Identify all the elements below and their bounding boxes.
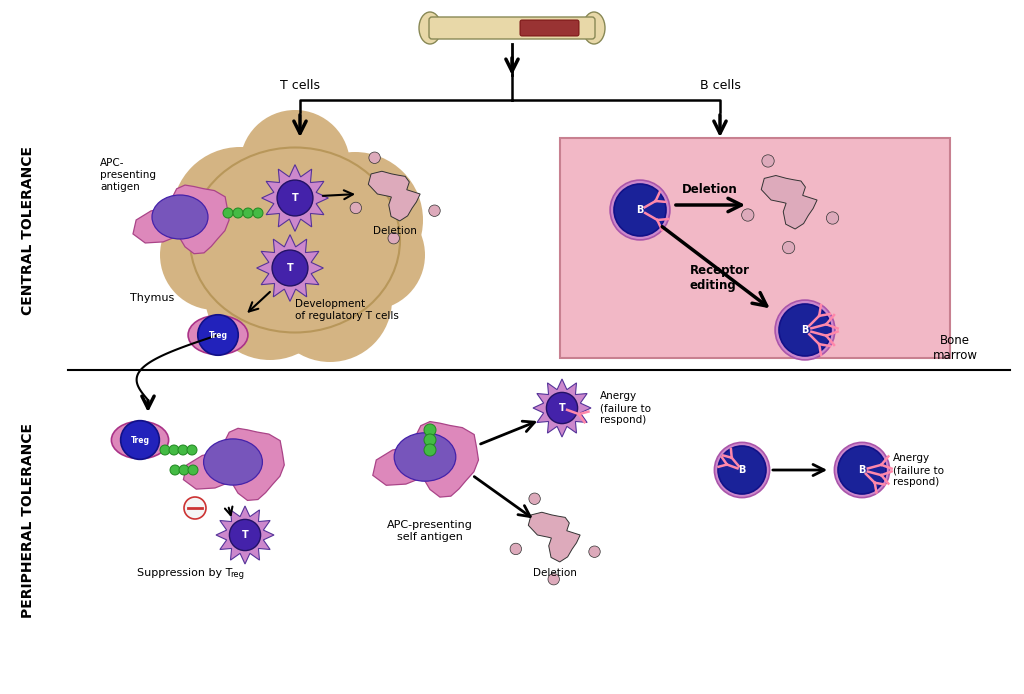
Circle shape: [718, 446, 766, 494]
Text: B: B: [738, 465, 745, 475]
Circle shape: [350, 202, 361, 214]
Circle shape: [528, 493, 541, 505]
Circle shape: [741, 209, 754, 221]
Ellipse shape: [112, 421, 169, 459]
Circle shape: [826, 212, 839, 224]
Text: CENTRAL TOLERANCE: CENTRAL TOLERANCE: [22, 146, 35, 314]
Polygon shape: [216, 506, 274, 564]
Ellipse shape: [775, 300, 835, 360]
Circle shape: [243, 208, 253, 218]
Circle shape: [240, 110, 350, 220]
Ellipse shape: [394, 433, 456, 481]
Circle shape: [172, 147, 308, 283]
Ellipse shape: [152, 195, 208, 239]
Ellipse shape: [188, 316, 248, 355]
Text: Thymus: Thymus: [130, 293, 174, 303]
Polygon shape: [262, 164, 329, 231]
Circle shape: [121, 421, 160, 459]
Circle shape: [184, 497, 206, 519]
Circle shape: [424, 444, 436, 456]
Circle shape: [160, 200, 270, 310]
Circle shape: [278, 180, 313, 216]
Text: B: B: [858, 465, 865, 475]
Circle shape: [838, 446, 886, 494]
Polygon shape: [369, 171, 420, 221]
Text: Treg: Treg: [130, 436, 150, 444]
Text: T: T: [292, 193, 298, 203]
Ellipse shape: [715, 442, 770, 498]
Text: reg: reg: [230, 570, 244, 579]
Circle shape: [160, 445, 170, 455]
Circle shape: [169, 445, 179, 455]
Text: Bone
marrow: Bone marrow: [933, 334, 978, 362]
Circle shape: [200, 140, 390, 330]
Circle shape: [229, 519, 260, 550]
Circle shape: [762, 155, 774, 167]
Text: Deletion: Deletion: [534, 568, 577, 578]
Ellipse shape: [204, 439, 262, 485]
Text: B: B: [802, 325, 809, 335]
Text: T: T: [559, 403, 565, 413]
Text: Deletion: Deletion: [682, 183, 738, 196]
Text: T: T: [287, 263, 293, 273]
Polygon shape: [257, 235, 324, 301]
Circle shape: [547, 392, 578, 423]
Text: B cells: B cells: [699, 79, 740, 92]
Circle shape: [272, 250, 308, 286]
Polygon shape: [183, 428, 285, 500]
Polygon shape: [373, 421, 478, 497]
Ellipse shape: [835, 442, 890, 498]
Text: T cells: T cells: [280, 79, 319, 92]
Text: Development
of regulatory T cells: Development of regulatory T cells: [295, 299, 399, 321]
Text: Deletion: Deletion: [373, 226, 417, 236]
Circle shape: [287, 152, 423, 288]
Text: PERIPHERAL TOLERANCE: PERIPHERAL TOLERANCE: [22, 423, 35, 618]
Text: APC-
presenting
antigen: APC- presenting antigen: [100, 158, 156, 192]
FancyBboxPatch shape: [520, 20, 579, 36]
Circle shape: [315, 200, 425, 310]
Circle shape: [510, 543, 521, 555]
Circle shape: [388, 232, 399, 244]
Circle shape: [187, 445, 197, 455]
Circle shape: [614, 184, 666, 236]
Polygon shape: [534, 379, 591, 437]
Text: T: T: [242, 530, 249, 540]
Ellipse shape: [419, 12, 441, 44]
Polygon shape: [528, 512, 581, 562]
FancyBboxPatch shape: [429, 17, 595, 39]
Circle shape: [170, 465, 180, 475]
Circle shape: [268, 238, 392, 362]
Circle shape: [548, 573, 559, 585]
Ellipse shape: [610, 180, 670, 240]
Text: APC-presenting
self antigen: APC-presenting self antigen: [387, 520, 473, 541]
Circle shape: [424, 424, 436, 436]
Circle shape: [223, 208, 233, 218]
FancyBboxPatch shape: [560, 138, 950, 358]
Circle shape: [429, 205, 440, 217]
Circle shape: [198, 315, 239, 355]
Circle shape: [589, 546, 600, 557]
Text: Treg: Treg: [209, 330, 227, 339]
Ellipse shape: [583, 12, 605, 44]
Circle shape: [779, 304, 831, 356]
Text: Anergy
(failure to
respond): Anergy (failure to respond): [600, 391, 651, 425]
Circle shape: [178, 445, 188, 455]
Circle shape: [179, 465, 189, 475]
Text: Suppression by T: Suppression by T: [137, 568, 232, 578]
Polygon shape: [133, 185, 229, 254]
Text: Anergy
(failure to
respond): Anergy (failure to respond): [893, 453, 944, 486]
Text: B: B: [636, 205, 644, 215]
Circle shape: [188, 465, 198, 475]
Circle shape: [205, 230, 335, 360]
Circle shape: [253, 208, 263, 218]
Circle shape: [424, 434, 436, 446]
Polygon shape: [761, 176, 817, 229]
Circle shape: [782, 242, 795, 254]
Circle shape: [233, 208, 243, 218]
Circle shape: [369, 152, 380, 164]
Text: Receptor
editing: Receptor editing: [690, 264, 750, 292]
